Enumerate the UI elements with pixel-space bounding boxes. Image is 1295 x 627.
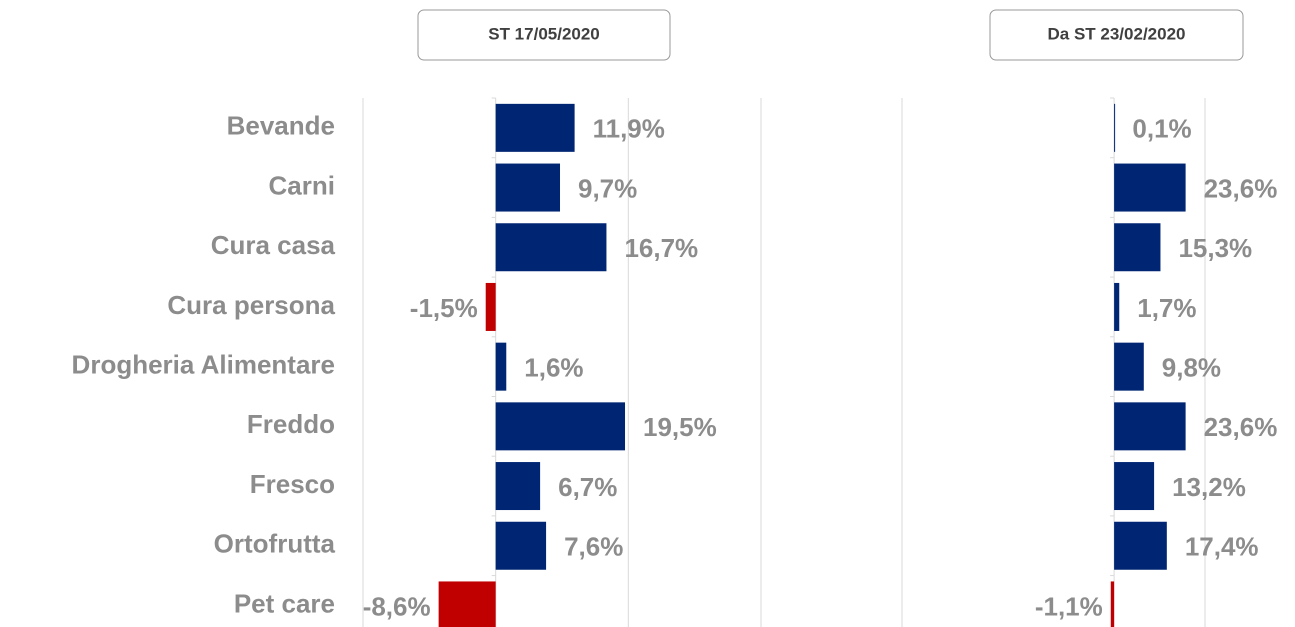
value-label: 7,6% [564,532,623,562]
bar [1114,462,1155,511]
value-label: -8,6% [363,591,431,621]
bar [495,402,626,451]
bar [438,581,496,627]
bar [1114,163,1186,212]
bar [495,103,575,152]
header-box [989,9,1244,61]
bar [1110,581,1115,627]
category-label: Drogheria Alimentare [72,350,335,380]
value-label: 23,6% [1204,412,1278,442]
category-label: Carni [269,170,335,200]
category-label: Cura casa [211,230,336,260]
value-label: 1,6% [524,353,583,383]
value-label: 9,8% [1162,353,1221,383]
value-label: 11,9% [593,114,665,144]
bar [495,521,547,570]
value-label: 1,7% [1137,293,1196,323]
value-label: 6,7% [558,472,617,502]
header-box [417,9,671,61]
category-label: Ortofrutta [214,529,336,559]
value-label: 0,1% [1132,114,1191,144]
header-title: ST 17/05/2020 [488,24,600,43]
value-label: 9,7% [578,173,637,203]
category-label: Pet care [234,588,335,618]
category-label: Fresco [250,469,335,499]
header-title: Da ST 23/02/2020 [1048,24,1186,43]
bar [495,462,541,511]
value-label: 13,2% [1172,472,1246,502]
value-label: -1,1% [1035,591,1103,621]
bar [1114,282,1120,331]
bar [495,342,507,391]
value-label: 15,3% [1178,233,1252,263]
category-label: Freddo [247,409,335,439]
bar [485,282,496,331]
category-label: Cura persona [167,290,335,320]
value-label: 19,5% [643,412,717,442]
category-label: Bevande [227,111,335,141]
value-label: 17,4% [1185,532,1259,562]
value-label: -1,5% [410,293,478,323]
value-label: 16,7% [624,233,698,263]
value-label: 23,6% [1204,173,1278,203]
bar [1114,223,1161,272]
bar [1114,342,1144,391]
bar [495,163,561,212]
bar [1114,402,1186,451]
bar [1114,103,1116,152]
bar [495,223,607,272]
bar [1114,521,1167,570]
